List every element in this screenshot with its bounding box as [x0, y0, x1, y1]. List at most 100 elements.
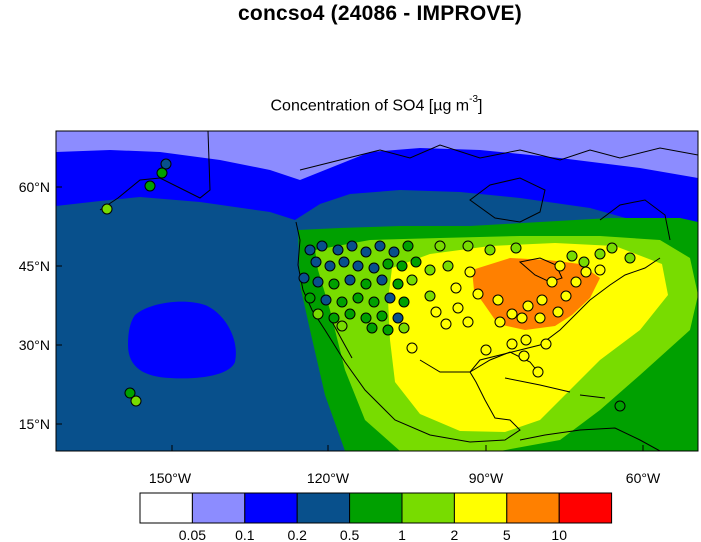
site-marker	[570, 276, 582, 288]
site-marker	[484, 244, 496, 256]
site-marker	[424, 264, 436, 276]
site-marker	[522, 300, 534, 312]
site-marker	[594, 248, 606, 260]
site-marker	[124, 387, 136, 399]
site-marker	[566, 250, 578, 262]
field-band-5-10	[472, 258, 600, 330]
colorbar-swatch	[296, 492, 351, 524]
site-marker	[594, 264, 606, 276]
site-marker	[510, 242, 522, 254]
site-marker	[450, 282, 462, 294]
site-marker	[554, 260, 566, 272]
site-marker	[430, 306, 442, 318]
site-marker	[368, 262, 380, 274]
colorbar-label: 0.05	[179, 527, 206, 542]
site-marker	[376, 310, 388, 322]
site-marker	[144, 180, 156, 192]
site-marker	[382, 258, 394, 270]
colorbar-swatch	[558, 492, 613, 524]
colorbar-label: 1	[398, 527, 406, 542]
lon-label-90w: 90°W	[469, 470, 504, 486]
site-marker	[440, 318, 452, 330]
site-marker	[320, 294, 332, 306]
site-marker	[480, 344, 492, 356]
lon-ticks	[171, 445, 644, 451]
site-marker	[580, 266, 592, 278]
site-marker	[462, 316, 474, 328]
lon-label-150w: 150°W	[149, 470, 192, 486]
site-marker	[518, 350, 530, 362]
site-marker	[506, 338, 518, 350]
site-marker	[606, 242, 618, 254]
coast-hispaniola	[579, 394, 606, 399]
site-marker	[130, 395, 142, 407]
site-marker	[614, 400, 626, 412]
site-marker	[406, 342, 418, 354]
site-marker	[352, 260, 364, 272]
site-marker	[332, 244, 344, 256]
site-marker	[506, 308, 518, 320]
coast-baja	[329, 317, 353, 359]
site-marker	[392, 278, 404, 290]
site-marker	[360, 312, 372, 324]
site-marker	[424, 290, 436, 302]
coast-canada-arctic	[299, 144, 698, 171]
chart-subtitle: Concentration of SO4 [µg m-3]	[55, 94, 698, 115]
site-marker	[520, 334, 532, 346]
lat-label-15n: 15°N	[19, 416, 50, 432]
colorbar-label: 2	[451, 527, 459, 542]
site-marker	[452, 302, 464, 314]
site-marker	[472, 288, 484, 300]
site-marker	[374, 240, 386, 252]
coast-gulf	[419, 351, 539, 373]
site-marker	[368, 296, 380, 308]
colorbar-label: 0.1	[235, 527, 255, 542]
coastlines	[99, 131, 698, 451]
colorbar-label: 5	[503, 527, 511, 542]
monitoring-sites	[101, 158, 636, 412]
site-marker	[406, 274, 418, 286]
site-marker	[310, 256, 322, 268]
site-marker	[316, 240, 328, 252]
subtitle-text: Concentration of SO4 [µg m	[270, 97, 470, 115]
site-marker	[160, 158, 172, 170]
site-marker	[298, 272, 310, 284]
site-marker	[534, 312, 546, 324]
site-marker	[434, 240, 446, 252]
site-marker	[546, 276, 558, 288]
colorbar-label: 0.5	[340, 527, 360, 542]
colorbar-swatch	[139, 492, 193, 524]
colorbar: 0.05 0.1 0.2 0.5 1 2 5 10	[139, 492, 613, 542]
site-marker	[360, 278, 372, 290]
site-marker	[328, 312, 340, 324]
site-marker	[532, 366, 544, 378]
site-marker	[324, 260, 336, 272]
coast-cuba	[504, 377, 571, 393]
site-marker	[396, 260, 408, 272]
coast-south-america	[519, 427, 661, 451]
site-marker	[336, 320, 348, 332]
subtitle-close: ]	[478, 97, 483, 115]
site-marker	[410, 256, 422, 268]
site-marker	[540, 338, 552, 350]
map-frame	[55, 130, 699, 452]
site-marker	[578, 256, 590, 268]
site-marker	[560, 290, 572, 302]
site-marker	[366, 322, 378, 334]
site-marker	[344, 274, 356, 286]
site-marker	[336, 296, 348, 308]
site-marker	[398, 322, 410, 334]
site-marker	[388, 246, 400, 258]
colorbar-label: 0.2	[287, 527, 307, 542]
colorbar-swatch	[349, 492, 403, 524]
site-marker	[464, 266, 476, 278]
site-marker	[304, 244, 316, 256]
site-marker	[376, 274, 388, 286]
coast-north-america	[295, 221, 661, 443]
site-marker	[492, 294, 504, 306]
site-marker	[312, 308, 324, 320]
colorbar-swatch	[401, 492, 455, 524]
main-title: concso4 (24086 - IMPROVE)	[238, 2, 522, 25]
lat-label-60n: 60°N	[19, 179, 50, 195]
